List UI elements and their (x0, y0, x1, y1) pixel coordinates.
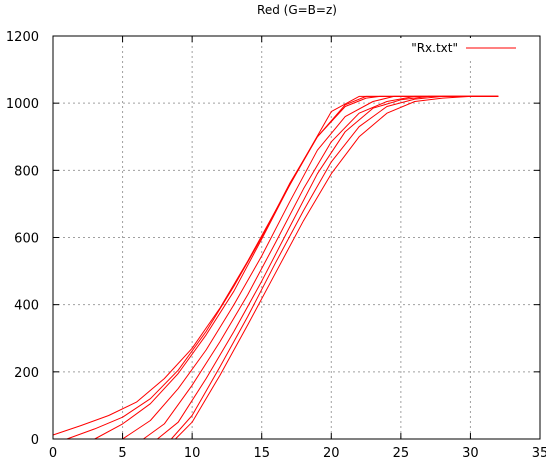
x-tick-label: 0 (49, 446, 57, 461)
y-tick-label: 1000 (6, 97, 39, 112)
x-tick-label: 25 (393, 446, 410, 461)
series-line-7 (170, 95, 499, 440)
series-line-3 (94, 95, 499, 440)
y-tick-label: 0 (31, 433, 39, 448)
legend: "Rx.txt" (392, 38, 532, 58)
x-tick-label: 5 (118, 446, 126, 461)
x-tick-label: 35 (532, 446, 546, 461)
y-tick-label: 1200 (6, 30, 39, 45)
series-line-8 (175, 95, 499, 440)
axis-ticks: 0 5 10 15 20 25 30 35 0 200 400 600 800 1000 1200 (6, 30, 546, 461)
legend-background (392, 38, 532, 58)
x-tick-label: 15 (253, 446, 270, 461)
series-line-5 (143, 95, 499, 440)
grid (53, 36, 540, 439)
series-line-1 (52, 95, 499, 436)
series-group (52, 95, 499, 440)
series-line-2 (66, 95, 499, 440)
y-tick-label: 200 (14, 366, 39, 381)
x-tick-label: 20 (323, 446, 340, 461)
y-tick-label: 600 (14, 232, 39, 247)
x-tick-label: 30 (462, 446, 479, 461)
y-tick-label: 400 (14, 299, 39, 314)
chart-title: Red (G=B=z) (257, 3, 337, 17)
series-line-4 (122, 95, 499, 440)
legend-label: "Rx.txt" (411, 41, 458, 55)
y-tick-label: 800 (14, 164, 39, 179)
x-tick-label: 10 (184, 446, 201, 461)
series-line-6 (157, 95, 499, 440)
